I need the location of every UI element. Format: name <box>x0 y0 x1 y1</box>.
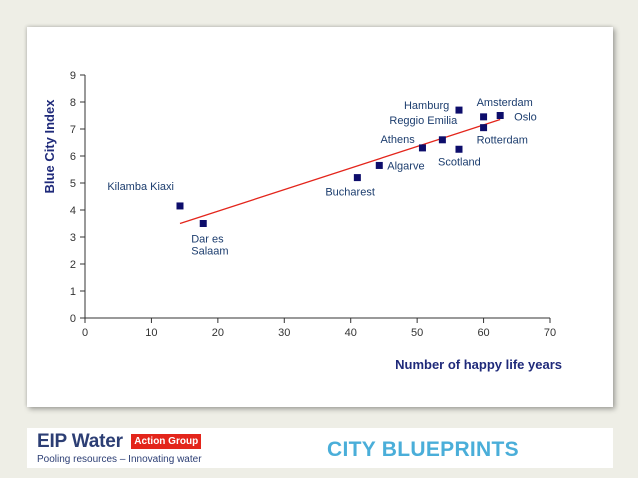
y-tick-label: 2 <box>70 259 76 271</box>
data-point <box>480 124 488 132</box>
point-label: Reggio Emilia <box>389 115 458 127</box>
point-label: Amsterdam <box>477 97 533 109</box>
chart-tick-labels: 0 1 2 3 4 5 6 7 8 9 0 10 20 30 40 50 60 70 <box>70 70 556 339</box>
data-point <box>199 220 207 227</box>
x-tick-label: 40 <box>345 327 357 339</box>
point-label: Hamburg <box>404 100 449 112</box>
data-point <box>480 113 488 121</box>
point-label: Bucharest <box>325 187 375 199</box>
data-point <box>438 136 446 144</box>
y-tick-label: 9 <box>70 70 76 82</box>
eip-water-logo: EIP Water Action Group Pooling resources… <box>37 431 267 467</box>
scatter-chart: 0 1 2 3 4 5 6 7 8 9 0 10 20 30 40 50 60 70 Kilamba Kiaxi D… <box>42 70 562 372</box>
logo-badge: Action Group <box>131 434 202 449</box>
logo-tagline: Pooling resources – Innovating water <box>37 454 202 465</box>
y-tick-label: 5 <box>70 178 76 190</box>
x-tick-label: 0 <box>82 327 88 339</box>
footer-title: CITY BLUEPRINTS <box>327 438 519 461</box>
x-tick-label: 60 <box>477 327 489 339</box>
data-point <box>455 106 463 114</box>
data-point <box>496 112 504 119</box>
y-tick-label: 1 <box>70 286 76 298</box>
point-label: Oslo <box>514 112 537 124</box>
y-tick-label: 8 <box>70 97 76 109</box>
point-label: Athens <box>380 134 415 146</box>
data-point <box>375 161 383 169</box>
point-labels: Kilamba Kiaxi Dar es Salaam Bucharest Algarv… <box>107 97 536 258</box>
x-tick-label: 20 <box>212 327 224 339</box>
y-tick-label: 7 <box>70 124 76 136</box>
footer-bar: EIP Water Action Group Pooling resources… <box>27 428 613 468</box>
x-tick-label: 70 <box>544 327 556 339</box>
y-tick-label: 0 <box>70 313 76 325</box>
logo-title-row: EIP Water Action Group <box>37 431 202 452</box>
y-tick-label: 3 <box>70 232 76 244</box>
chart-axes <box>80 74 551 323</box>
data-point <box>418 144 426 152</box>
trend-line <box>179 118 501 225</box>
y-tick-label: 6 <box>70 151 76 163</box>
data-point <box>455 145 463 153</box>
data-point <box>353 174 361 182</box>
point-label: Rotterdam <box>477 135 528 147</box>
point-label: Scotland <box>438 156 481 168</box>
slide-panel: 0 1 2 3 4 5 6 7 8 9 0 10 20 30 40 50 60 70 Kilamba Kiaxi D… <box>27 27 613 407</box>
x-tick-label: 50 <box>411 327 423 339</box>
x-tick-label: 10 <box>145 327 157 339</box>
x-tick-label: 30 <box>278 327 290 339</box>
logo-title: EIP Water <box>37 431 123 452</box>
x-axis-title: Number of happy life years <box>395 357 562 372</box>
point-label: Kilamba Kiaxi <box>107 181 174 193</box>
point-label: Dar es Salaam <box>191 234 228 258</box>
point-label: Algarve <box>387 160 424 172</box>
y-tick-label: 4 <box>70 205 76 217</box>
y-axis-title: Blue City Index <box>42 99 57 194</box>
data-point <box>176 202 184 210</box>
data-points <box>176 106 504 227</box>
